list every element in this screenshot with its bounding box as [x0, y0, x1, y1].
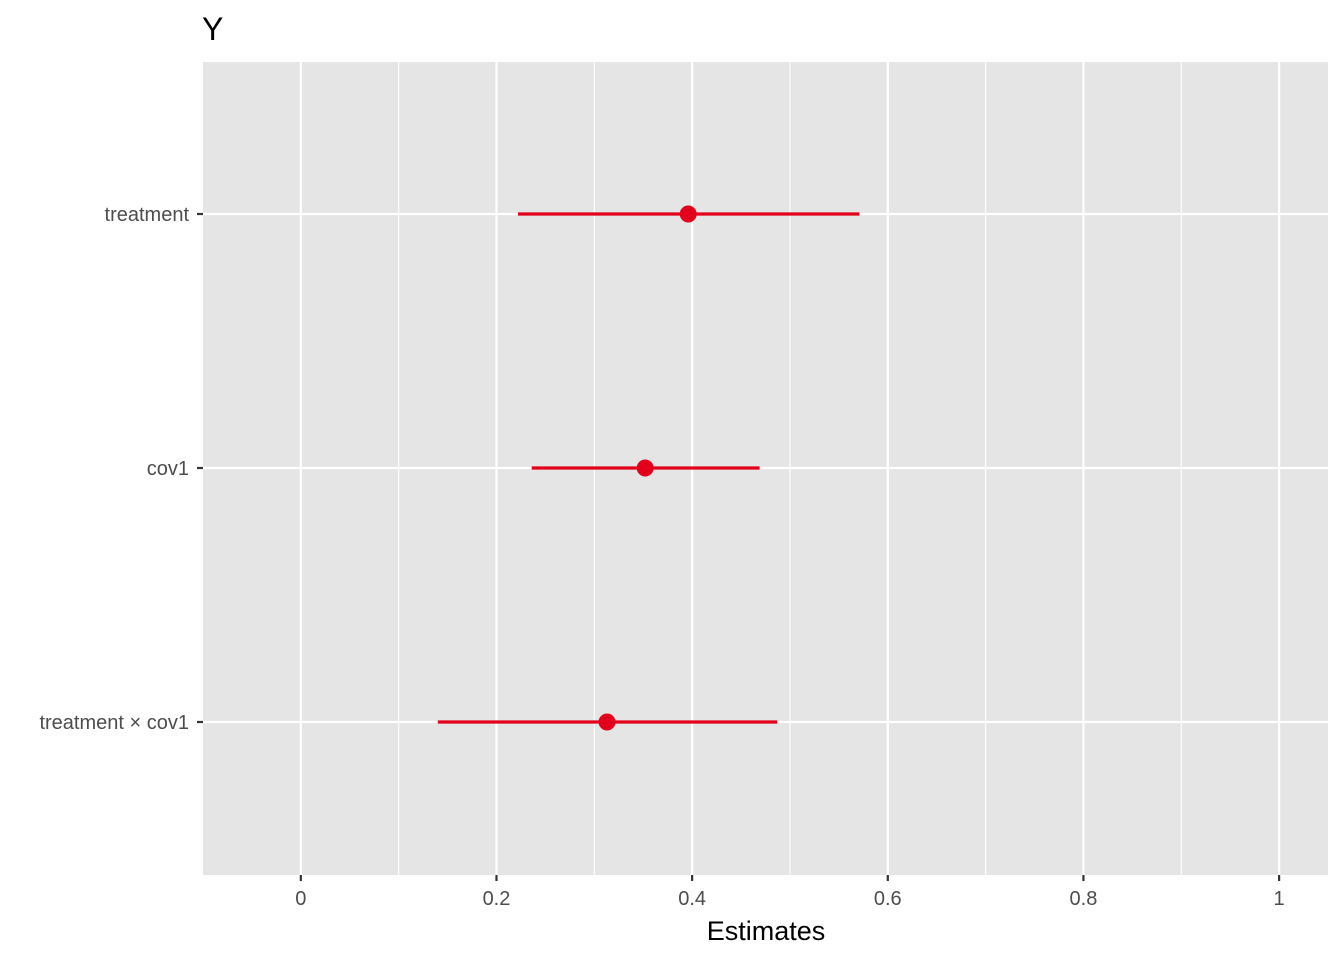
x-axis: 0 0.2 0.4 0.6 0.8 1 [295, 875, 1285, 910]
estimate-point [679, 205, 697, 223]
x-tick-label: 0.2 [483, 888, 511, 910]
estimate-marks [437, 205, 860, 731]
estimate-point [598, 713, 616, 731]
x-tick-label: 0.6 [874, 888, 902, 910]
x-axis-title: Estimates [707, 916, 826, 946]
y-axis: treatment cov1 treatment × cov1 [39, 204, 203, 734]
chart-title: Y [202, 11, 223, 47]
estimate-point [636, 459, 654, 477]
x-tick-label: 0.8 [1070, 888, 1098, 910]
y-tick-label: treatment × cov1 [39, 712, 189, 734]
y-tick-label: treatment [105, 204, 190, 226]
x-tick-label: 0 [295, 888, 306, 910]
x-tick-label: 0.4 [678, 888, 706, 910]
x-tick-label: 1 [1274, 888, 1285, 910]
y-tick-label: cov1 [147, 458, 189, 480]
